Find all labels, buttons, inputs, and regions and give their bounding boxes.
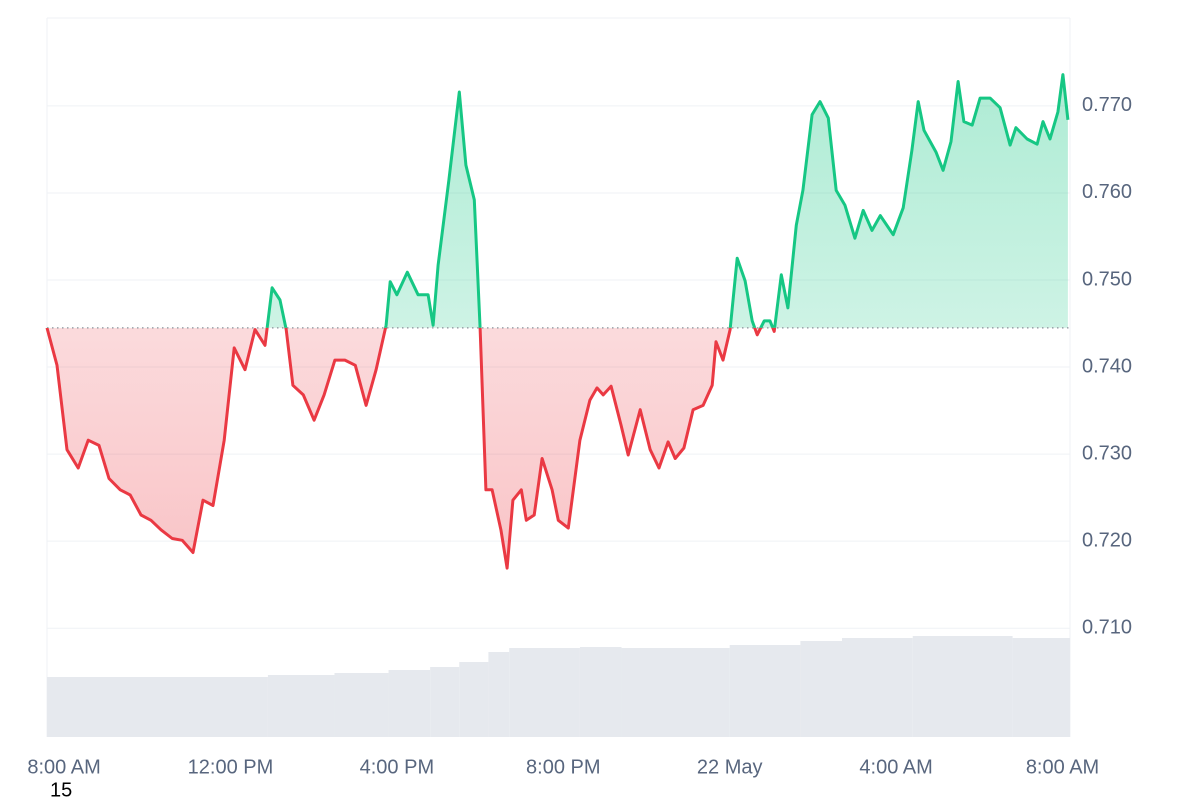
price-line-down — [45, 327, 777, 570]
y-tick-label: 0.740 — [1082, 355, 1132, 377]
x-tick-label: 8:00 PM — [526, 756, 600, 778]
volume-bar — [800, 641, 843, 737]
y-tick-label: 0.770 — [1082, 94, 1132, 116]
volume-bar — [912, 636, 1013, 737]
y-tick-label: 0.720 — [1082, 529, 1132, 551]
y-tick-label: 0.730 — [1082, 442, 1132, 464]
area-down — [47, 327, 1068, 569]
x-tick-label: 4:00 PM — [360, 756, 434, 778]
volume-bar — [430, 667, 460, 737]
volume-bar — [579, 647, 622, 737]
y-tick-label: 0.750 — [1082, 268, 1132, 290]
y-tick-label: 0.760 — [1082, 181, 1132, 203]
volume-bar — [509, 648, 580, 737]
corner-label: 15 — [50, 779, 72, 800]
x-tick-label: 8:00 AM — [1026, 756, 1099, 778]
area-up — [267, 74, 1068, 328]
x-tick-label: 8:00 AM — [27, 756, 100, 778]
volume-bar — [729, 645, 801, 737]
volume-bar — [621, 648, 730, 737]
volume-bar — [47, 677, 268, 737]
volume-bar — [267, 675, 335, 737]
x-tick-label: 22 May — [697, 756, 763, 778]
volume-bar — [459, 662, 489, 737]
y-tick-label: 0.710 — [1082, 616, 1132, 638]
x-tick-label: 4:00 AM — [859, 756, 932, 778]
x-tick-label: 12:00 PM — [188, 756, 274, 778]
volume-bar — [1012, 638, 1070, 737]
volume-bar — [334, 673, 389, 737]
price-line-up — [47, 73, 1070, 328]
volume-bar — [488, 652, 510, 737]
volume-bar — [842, 638, 913, 737]
volume-bar — [388, 670, 431, 737]
